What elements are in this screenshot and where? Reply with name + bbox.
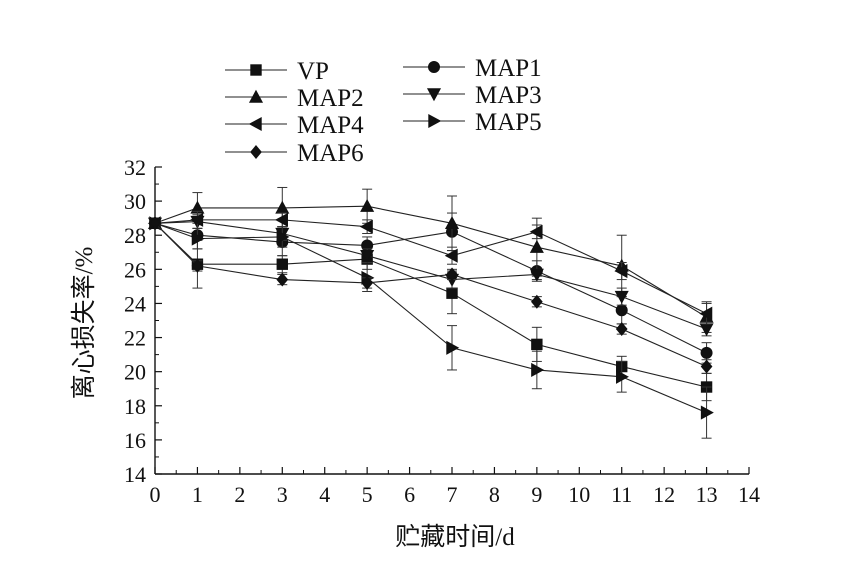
data-point-map1 [700, 346, 713, 359]
legend-marker-map1 [428, 61, 440, 73]
data-point-map6 [191, 258, 204, 273]
legend-entry-map1: MAP1 [403, 55, 542, 82]
x-tick-label: 6 [404, 482, 415, 507]
data-point-map6 [615, 322, 628, 337]
legend-label-vp: VP [297, 58, 329, 85]
legend-label-map4: MAP4 [297, 112, 364, 139]
legend-entry-vp: VP [225, 58, 329, 85]
legend-marker-vp [250, 64, 262, 76]
x-tick-label: 8 [489, 482, 500, 507]
legend-marker-map2 [248, 89, 264, 103]
data-point-map5 [446, 340, 460, 355]
data-point-map2 [529, 239, 544, 253]
x-tick-label: 4 [319, 482, 330, 507]
x-tick-label: 5 [362, 482, 373, 507]
data-point-map3 [360, 249, 375, 263]
series-layer [147, 186, 714, 439]
data-point-map2 [444, 216, 460, 229]
legend-label-map3: MAP3 [475, 82, 542, 109]
series-line-map1 [154, 222, 707, 354]
series-map6 [149, 216, 713, 374]
legend-marker-map3 [426, 88, 442, 102]
data-point-map6 [361, 275, 373, 290]
series-line-map3 [154, 221, 707, 330]
data-point-map4 [190, 212, 204, 227]
series-map2 [147, 186, 714, 333]
y-tick-label: 20 [124, 360, 146, 385]
x-tick-label: 10 [568, 482, 590, 507]
data-point-map4 [275, 212, 288, 227]
legend-label-map2: MAP2 [297, 85, 364, 112]
y-tick-label: 14 [124, 462, 146, 487]
x-tick-label: 14 [738, 482, 760, 507]
data-point-map4 [444, 248, 458, 263]
series-map3 [147, 214, 714, 337]
data-point-map5 [531, 362, 545, 378]
y-tick-label: 18 [124, 394, 146, 419]
y-tick-label: 30 [124, 189, 146, 214]
data-point-map5 [616, 369, 629, 384]
legend-marker-map6 [250, 145, 262, 159]
data-point-vp [446, 287, 458, 299]
legend-label-map1: MAP1 [475, 55, 542, 82]
legend-entry-map5: MAP5 [403, 109, 542, 136]
y-tick-label: 22 [124, 326, 146, 351]
series-map4 [147, 210, 713, 325]
data-point-map1 [615, 304, 628, 317]
legend-marker-map5 [428, 113, 442, 129]
x-axis-title: 贮藏时间/d [395, 523, 515, 551]
series-line-map4 [154, 219, 707, 315]
data-point-map6 [531, 294, 543, 309]
series-map5 [149, 216, 714, 439]
data-point-map4 [529, 224, 543, 239]
y-tick-label: 16 [124, 428, 146, 453]
data-point-map6 [276, 272, 289, 287]
x-tick-label: 0 [150, 482, 161, 507]
legend-entry-map6: MAP6 [225, 140, 364, 167]
data-point-map4 [699, 306, 713, 321]
x-tick-label: 7 [447, 482, 458, 507]
y-tick-label: 28 [124, 223, 146, 248]
y-tick-label: 26 [124, 257, 146, 282]
legend-marker-map4 [248, 116, 262, 132]
data-point-map6 [700, 359, 713, 374]
data-point-vp [276, 258, 288, 270]
legend: VP MAP1 MAP2 MAP3 MAP4 MAP5 MAP6 [225, 55, 542, 167]
data-point-map4 [359, 219, 373, 234]
x-tick-label: 3 [277, 482, 288, 507]
legend-entry-map3: MAP3 [403, 82, 542, 109]
legend-entry-map2: MAP2 [225, 85, 364, 112]
data-point-map6 [149, 216, 161, 231]
y-tick-label: 24 [124, 291, 146, 316]
x-tick-label: 13 [696, 482, 718, 507]
data-point-map5 [191, 231, 205, 246]
data-point-map5 [276, 229, 290, 244]
series-map1 [149, 212, 713, 364]
data-point-map4 [614, 263, 628, 279]
data-point-map3 [614, 290, 629, 304]
series-line-vp [154, 222, 707, 388]
legend-label-map6: MAP6 [297, 140, 364, 167]
y-axis-title: 离心损失率/% [70, 247, 98, 400]
data-point-map6 [446, 267, 458, 282]
legend-entry-map4: MAP4 [225, 112, 364, 139]
y-tick-label: 32 [124, 155, 146, 180]
series-line-map5 [154, 222, 707, 414]
x-tick-label: 2 [234, 482, 245, 507]
x-tick-label: 11 [611, 482, 632, 507]
data-point-map3 [699, 323, 714, 337]
series-line-map2 [154, 205, 707, 318]
x-tick-label: 9 [531, 482, 542, 507]
x-tick-label: 12 [653, 482, 675, 507]
data-point-map3 [529, 268, 544, 282]
data-point-vp [531, 338, 543, 351]
legend-label-map5: MAP5 [475, 109, 542, 136]
series-line-map6 [154, 222, 707, 368]
data-point-map2 [360, 198, 375, 212]
x-tick-label: 1 [192, 482, 203, 507]
data-point-map5 [700, 405, 714, 420]
